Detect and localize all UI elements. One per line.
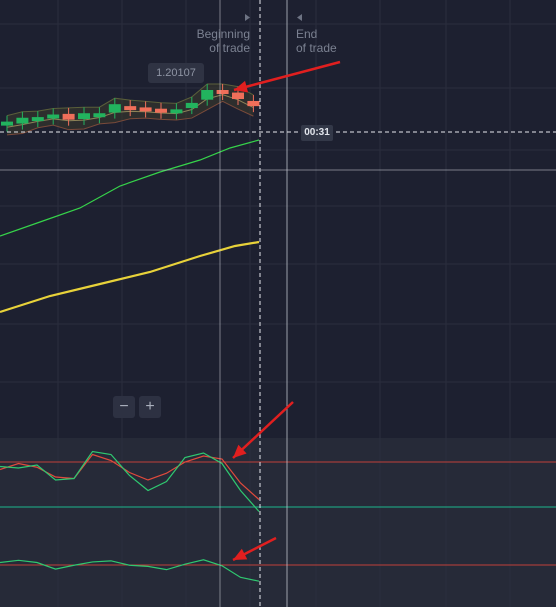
candle-bull	[31, 117, 44, 122]
beginning-label-line1: Beginning	[196, 27, 250, 41]
end-marker-arrow-icon	[297, 14, 302, 21]
candle-bear	[139, 107, 152, 112]
candle-bear	[247, 100, 260, 107]
candlestick-series	[1, 84, 260, 132]
candle-bull	[170, 109, 183, 114]
candle-bear	[155, 108, 167, 113]
zoom-out-button[interactable]: −	[113, 396, 135, 418]
annotation-arrow-shaft	[232, 401, 294, 459]
candle-bear	[124, 106, 137, 111]
zoom-in-button[interactable]: +	[139, 396, 161, 418]
end-label-line1: End	[296, 27, 318, 41]
annotation-arrowhead-icon	[233, 548, 248, 560]
slow-moving-average-line	[0, 240, 260, 314]
candle-bear	[62, 113, 75, 120]
candle-bull	[201, 90, 214, 100]
end-label-line2: of trade	[296, 41, 337, 55]
annotation-arrows	[232, 60, 341, 562]
beginning-marker-arrow-icon	[245, 14, 250, 21]
countdown-timer: 00:31	[301, 125, 333, 141]
end-of-trade-label: End of trade	[296, 27, 337, 55]
candle-bull	[78, 113, 90, 120]
price-tooltip: 1.20107	[148, 63, 204, 83]
bollinger-lower-line	[6, 100, 254, 136]
annotation-arrow-shaft	[233, 60, 341, 92]
oscillator2-line	[0, 559, 260, 582]
beginning-label-line2: of trade	[209, 41, 250, 55]
expiry-markers	[245, 14, 302, 21]
candle-bull	[1, 121, 13, 126]
oscillator-lines	[0, 450, 556, 582]
candle-bull	[185, 102, 198, 109]
candle-bull	[16, 117, 29, 124]
oscillator-panel	[0, 438, 556, 607]
annotation-arrowhead-icon	[234, 80, 249, 93]
candle-bull	[47, 114, 60, 119]
candle-bull	[108, 104, 121, 113]
fast-moving-average-line	[0, 139, 260, 237]
beginning-of-trade-label: Beginning of trade	[186, 27, 250, 55]
annotation-arrowhead-icon	[233, 444, 247, 458]
candle-bear	[216, 90, 229, 94]
candle-bull	[93, 113, 106, 118]
candle-bear	[232, 92, 244, 100]
oscillator-main-line	[0, 450, 260, 512]
